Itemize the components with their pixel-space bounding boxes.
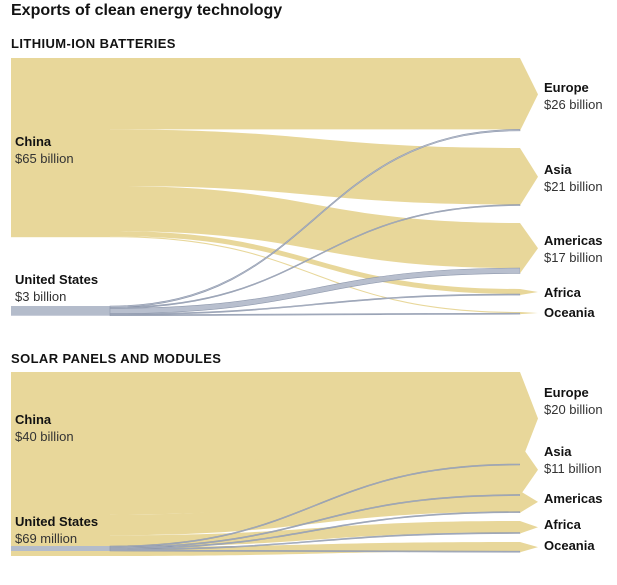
arrow-africa-batteries xyxy=(520,289,538,296)
dest-label-europe-batteries: Europe $26 billion xyxy=(544,80,603,112)
source-label-us-batteries: United States $3 billion xyxy=(15,272,99,304)
dest-label-americas-batteries: Americas $17 billion xyxy=(544,233,603,265)
source-label-us-solar: United States $69 million xyxy=(15,514,99,546)
flow-china-to-oceania-batteries xyxy=(110,236,520,314)
flow-china-to-africa-batteries xyxy=(110,231,520,295)
source-bar-china-batteries xyxy=(11,58,110,238)
dest-label-asia-batteries: Asia $21 billion xyxy=(544,162,603,194)
flow-china-to-oceania-solar xyxy=(110,542,520,556)
flow-china-to-europe-solar xyxy=(110,372,520,464)
panel-title-solar: SOLAR PANELS AND MODULES xyxy=(11,351,222,366)
dest-label-oceania-solar: Oceania xyxy=(544,538,595,553)
source-bar-china-solar xyxy=(11,372,110,556)
arrow-americas-solar xyxy=(520,491,538,513)
dest-label-americas-solar: Americas xyxy=(544,491,603,506)
arrow-europe-solar xyxy=(520,372,538,465)
source-bar-united-states-solar xyxy=(11,546,110,551)
dest-label-asia-solar: Asia $11 billion xyxy=(544,444,602,476)
panel-title-batteries: LITHIUM-ION BATTERIES xyxy=(11,36,176,51)
dest-label-europe-solar: Europe $20 billion xyxy=(544,385,603,417)
arrow-asia-batteries xyxy=(520,148,538,206)
flow-china-to-americas-solar xyxy=(110,491,520,536)
flow-china-to-europe-batteries xyxy=(110,58,520,130)
dest-label-africa-batteries: Africa xyxy=(544,285,581,300)
arrow-oceania-batteries xyxy=(520,312,538,315)
source-bar-united-states-batteries xyxy=(11,306,110,316)
flow-china-to-africa-solar xyxy=(110,521,520,547)
flow-china-to-asia-solar xyxy=(110,444,520,515)
source-label-china-solar: China $40 billion xyxy=(15,412,74,444)
flow-china-to-americas-batteries xyxy=(110,185,520,269)
dest-label-africa-solar: Africa xyxy=(544,517,581,532)
dest-label-oceania-batteries: Oceania xyxy=(544,305,595,320)
source-label-china-batteries: China $65 billion xyxy=(15,134,74,166)
arrow-africa-solar xyxy=(520,521,538,534)
arrow-americas-batteries xyxy=(520,223,538,274)
chart-title: Exports of clean energy technology xyxy=(11,2,283,19)
arrow-oceania-solar xyxy=(520,542,538,553)
arrow-europe-batteries xyxy=(520,58,538,131)
arrow-asia-solar xyxy=(520,444,538,496)
